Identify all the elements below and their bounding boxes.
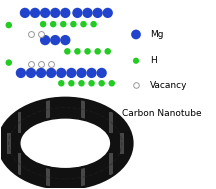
Ellipse shape xyxy=(0,98,132,189)
Point xyxy=(29,63,33,66)
Text: Vacancy: Vacancy xyxy=(150,81,188,90)
FancyBboxPatch shape xyxy=(109,153,113,175)
Point xyxy=(54,39,57,42)
Point xyxy=(29,71,33,74)
Point xyxy=(96,11,99,14)
Point xyxy=(134,59,138,62)
Point xyxy=(51,23,55,26)
FancyBboxPatch shape xyxy=(46,167,50,188)
Point xyxy=(64,39,67,42)
Ellipse shape xyxy=(19,117,111,169)
Point xyxy=(43,11,47,14)
Point xyxy=(76,50,79,53)
FancyBboxPatch shape xyxy=(109,112,113,133)
Point xyxy=(19,71,23,74)
Text: Carbon Nanotube: Carbon Nanotube xyxy=(122,109,202,118)
Point xyxy=(60,71,63,74)
Point xyxy=(106,11,110,14)
Point xyxy=(64,11,67,14)
Point xyxy=(7,24,11,27)
Point xyxy=(100,82,103,85)
FancyBboxPatch shape xyxy=(46,99,50,120)
Point xyxy=(80,71,83,74)
Point xyxy=(43,39,47,42)
Text: H: H xyxy=(150,56,157,65)
Point xyxy=(49,71,53,74)
FancyBboxPatch shape xyxy=(120,132,124,154)
FancyBboxPatch shape xyxy=(81,167,85,188)
Point xyxy=(33,11,37,14)
Point xyxy=(76,11,79,14)
Point xyxy=(106,50,110,53)
FancyBboxPatch shape xyxy=(7,132,11,154)
Point xyxy=(134,84,138,87)
Point xyxy=(90,82,93,85)
FancyBboxPatch shape xyxy=(18,153,21,175)
Point xyxy=(39,71,43,74)
Point xyxy=(29,33,33,36)
Point xyxy=(54,11,57,14)
Point xyxy=(90,71,93,74)
FancyBboxPatch shape xyxy=(81,99,85,120)
Point xyxy=(70,71,73,74)
FancyBboxPatch shape xyxy=(18,112,21,133)
Point xyxy=(49,63,53,66)
Point xyxy=(60,82,63,85)
Point xyxy=(96,50,99,53)
Point xyxy=(100,71,103,74)
Point xyxy=(92,23,95,26)
Point xyxy=(72,23,75,26)
Point xyxy=(86,50,89,53)
Point xyxy=(23,11,27,14)
Point xyxy=(41,23,45,26)
Point xyxy=(39,33,43,36)
Text: Mg: Mg xyxy=(150,30,164,39)
Point xyxy=(134,33,138,36)
Point xyxy=(70,82,73,85)
Point xyxy=(110,82,113,85)
Point xyxy=(80,82,83,85)
Point xyxy=(82,23,85,26)
Point xyxy=(7,61,11,64)
Point xyxy=(86,11,89,14)
Point xyxy=(62,23,65,26)
Point xyxy=(66,50,69,53)
Point xyxy=(39,63,43,66)
